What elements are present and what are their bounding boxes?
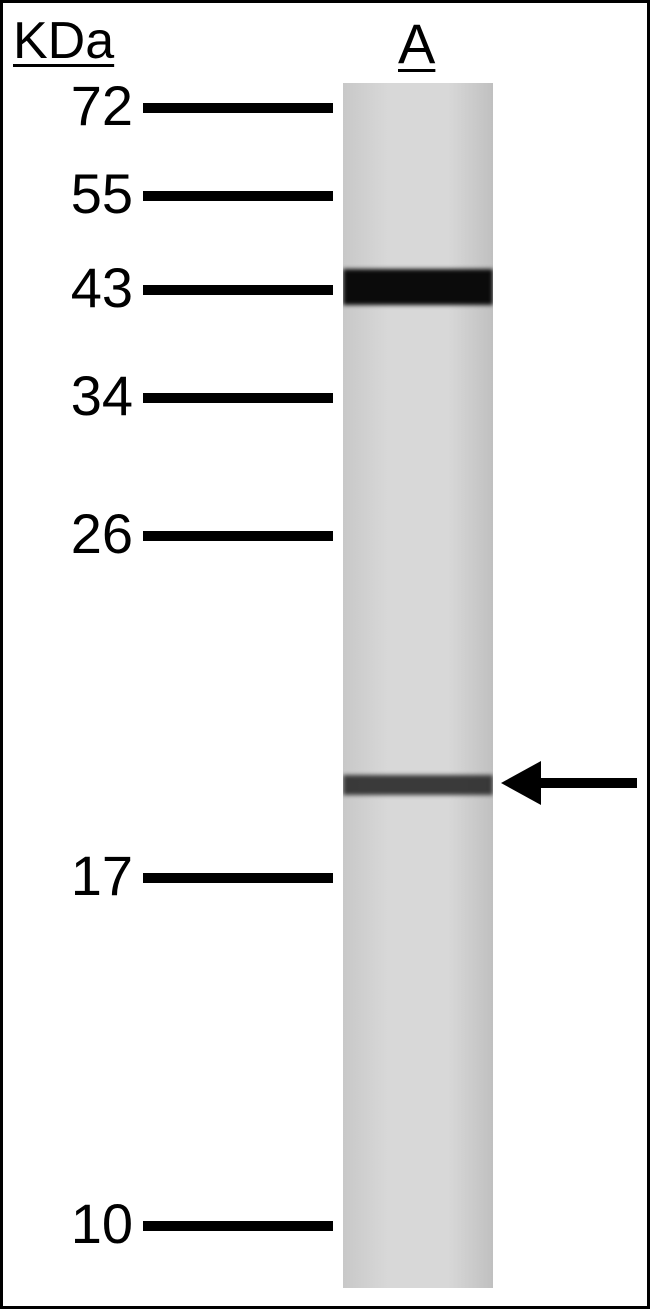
- arrow-head-icon: [501, 761, 541, 805]
- marker-label: 26: [13, 501, 133, 566]
- lane-a-strip: [343, 83, 493, 1288]
- marker-tick: [143, 103, 333, 113]
- marker-label: 43: [13, 255, 133, 320]
- marker-tick: [143, 873, 333, 883]
- marker-tick: [143, 285, 333, 295]
- marker-label: 72: [13, 73, 133, 138]
- blot-figure: KDa A 72 55 43 34 26 17 10: [0, 0, 650, 1309]
- marker-tick: [143, 531, 333, 541]
- marker-label: 10: [13, 1191, 133, 1256]
- marker-label: 17: [13, 843, 133, 908]
- protein-band: [343, 775, 493, 795]
- marker-tick: [143, 191, 333, 201]
- protein-band: [343, 269, 493, 305]
- lane-a-label: A: [398, 11, 435, 76]
- marker-tick: [143, 1221, 333, 1231]
- marker-label: 55: [13, 161, 133, 226]
- unit-label: KDa: [13, 11, 114, 71]
- marker-tick: [143, 393, 333, 403]
- arrow-shaft: [541, 778, 637, 788]
- marker-label: 34: [13, 363, 133, 428]
